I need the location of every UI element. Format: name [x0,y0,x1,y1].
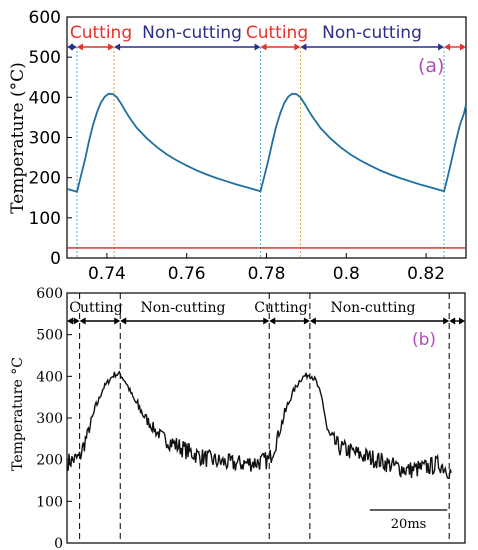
phase-label: Cutting [254,300,307,316]
phase-label: Non-cutting [142,23,242,43]
panel-a-phase-annotations: Cutting Non-cutting Cutting Non-cutting [67,23,466,51]
panel-b-plot-frame [66,292,466,544]
y-tick-label: 0 [54,536,63,550]
panel-a-plot-frame [66,16,467,259]
panel-a-label: (a) [418,55,444,77]
y-tick-label: 200 [29,169,61,189]
y-tick-label: 100 [36,494,63,510]
phase-arrow-head-left [309,317,316,325]
phase-label: Cutting [70,23,132,43]
panel-b-scale-bar: 20ms [369,509,448,532]
x-tick-label: 0.82 [407,264,445,284]
panel-b-label: (b) [412,330,436,350]
y-tick-label: 600 [36,286,63,302]
y-tick-label: 300 [36,411,63,427]
x-tick-label: 0.78 [248,264,286,284]
phase-arrow-head-right [114,317,121,325]
edge-arrow-left-head-left [67,317,73,325]
phase-arrow-head-right [294,43,301,51]
panel-b-phase-boundaries [79,293,450,543]
y-tick-label: 500 [29,48,61,68]
phase-label: Non-cutting [331,300,416,316]
x-tick-label: 0.74 [88,264,126,284]
panel-a-x-axis: 0.74 0.76 0.78 0.8 0.82 [88,253,445,284]
phase-arrow-head-left [300,43,307,51]
y-tick-label: 100 [29,209,61,229]
phase-arrow-head-left [260,43,267,51]
phase-arrow-head-right [254,43,261,51]
phase-arrow-head-right [108,43,115,51]
phase-arrow-head-left [79,317,86,325]
y-tick-label: 200 [36,453,63,469]
x-tick-label: 0.8 [333,264,360,284]
y-tick-label: 400 [29,88,61,108]
phase-arrow-head-right [443,317,450,325]
phase-label: Cutting [246,23,308,43]
panel-a-y-axis-label: Temperature (°C) [8,62,28,214]
y-tick-label: 0 [50,249,61,269]
phase-arrow-head-right [303,317,310,325]
y-tick-label: 400 [36,369,63,385]
edge-arrow-right-head-left [449,317,456,325]
edge-arrow-left-head-right [73,317,80,325]
panel-a-temperature-line [66,92,467,193]
edge-arrow-right-head-right [460,43,466,51]
phase-arrow-head-left [120,317,127,325]
phase-label: Cutting [69,300,122,316]
y-tick-label: 300 [29,129,61,149]
phase-arrow-head-right [263,317,270,325]
panel-a-phase-boundaries [76,47,445,258]
scale-bar-label: 20ms [391,517,427,532]
y-tick-label: 600 [29,8,61,28]
panel-a-y-axis: 0 100 200 300 400 500 600 [29,8,72,269]
panel-b-phase-annotations: Cutting Non-cutting Cutting Non-cutting [67,300,465,325]
panel-b-temperature-line [67,370,452,480]
edge-arrow-left-head-right [70,43,77,51]
x-tick-label: 0.76 [168,264,206,284]
phase-arrow-head-left [114,43,121,51]
edge-arrow-right-head-left [444,43,451,51]
phase-arrow-head-right [438,43,445,51]
phase-arrow-head-left [269,317,276,325]
phase-label: Non-cutting [322,23,422,43]
phase-arrow-head-left [76,43,83,51]
panel-b-y-axis: 0 100 200 300 400 500 600 [36,286,72,550]
edge-arrow-right-head-right [459,317,465,325]
phase-label: Non-cutting [141,300,226,316]
panel-b-y-axis-label: Temperature °C [10,357,26,471]
y-tick-label: 500 [36,328,63,344]
